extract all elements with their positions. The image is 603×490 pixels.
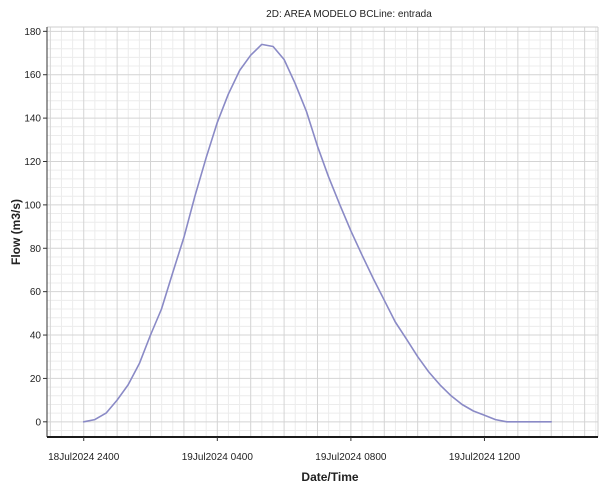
x-axis-title: Date/Time (301, 470, 358, 484)
tick-label-layer: 0 20 40 60 80 100 120 140 160 180 18Jul2024 2400 19… (24, 27, 520, 463)
axis-layer (43, 26, 599, 441)
y-tick-label: 80 (30, 244, 42, 255)
x-tick-label: 19Jul2024 0800 (315, 452, 387, 463)
y-tick-label: 120 (24, 157, 41, 168)
y-tick-label: 160 (24, 70, 41, 81)
x-tick-label: 18Jul2024 2400 (48, 452, 120, 463)
x-tick-label: 19Jul2024 1200 (449, 452, 521, 463)
y-tick-label: 100 (24, 200, 41, 211)
flow-series-line (82, 43, 553, 423)
y-tick-label: 180 (24, 27, 41, 38)
grid-layer (47, 27, 598, 437)
y-tick-label: 60 (30, 287, 42, 298)
y-axis-title: Flow (m3/s) (9, 199, 23, 265)
y-tick-label: 140 (24, 114, 41, 125)
y-tick-label: 20 (30, 374, 42, 385)
y-tick-label: 40 (30, 331, 42, 342)
y-tick-label: 0 (35, 417, 41, 428)
x-tick-label: 19Jul2024 0400 (182, 452, 254, 463)
chart-title: 2D: AREA MODELO BCLine: entrada (266, 9, 432, 20)
series-layer (82, 43, 553, 423)
